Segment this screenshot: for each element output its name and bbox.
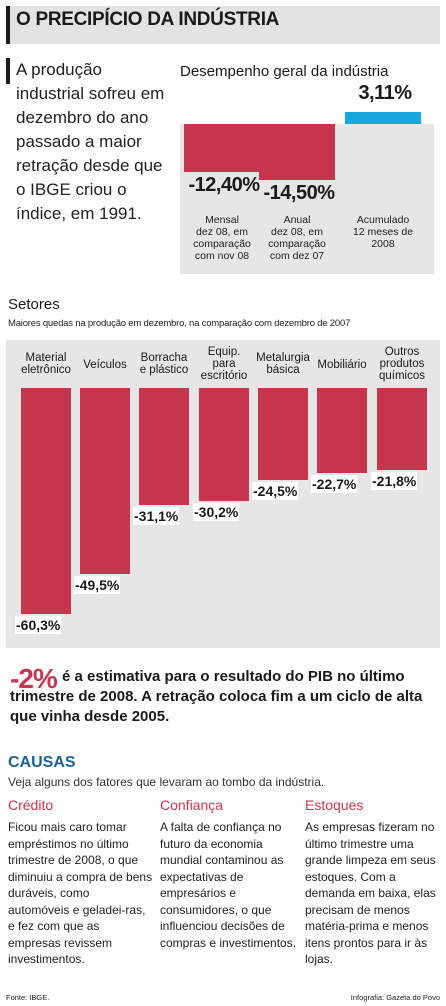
setores-category-line: Borracha [140, 352, 188, 364]
setores-category-4: Metalurgia básica [253, 352, 313, 376]
desempenho-bar-0 [184, 124, 260, 172]
desempenho-category-1: Anual dez 08, em comparação com dez 07 [259, 214, 335, 262]
causa-confianca-title: Confiança [160, 797, 224, 813]
setores-category-line: Mobiliário [317, 359, 367, 371]
intro-accent-bar [6, 58, 10, 84]
setores-category-line: Material [25, 352, 67, 364]
setores-value-5: -22,7% [311, 475, 358, 494]
setores-value-3: -30,2% [193, 503, 240, 522]
setores-category-line: e plástico [139, 364, 189, 376]
setores-chart-subtitle: Maiores quedas na produção em dezembro, … [8, 318, 351, 329]
desempenho-category-line: 12 meses de [352, 226, 414, 238]
setores-value-2: -31,1% [133, 506, 180, 525]
setores-value-6: -21,8% [371, 471, 418, 490]
setores-bar-5 [317, 388, 367, 474]
setores-category-line: eletrônico [21, 364, 71, 376]
setores-category-line: Equip. [207, 346, 241, 358]
setores-bar-2 [139, 388, 189, 505]
pib-number: -2% [10, 663, 58, 694]
causa-estoques-title: Estoques [305, 797, 364, 813]
setores-bar-6 [377, 388, 427, 470]
setores-value-4: -24,5% [252, 481, 299, 500]
setores-category-line: escritório [200, 370, 248, 382]
setores-value-1: -49,5% [74, 575, 121, 594]
causa-credito-title: Crédito [8, 797, 54, 813]
desempenho-chart-title: Desempenho geral da indústria [180, 63, 389, 80]
setores-category-0: Material eletrônico [16, 352, 76, 376]
intro-text: A produção industrial sofreu em dezembro… [16, 60, 165, 223]
desempenho-category-0: Mensal dez 08, em comparação com nov 08 [184, 214, 260, 262]
desempenho-category-line: comparação [193, 238, 251, 250]
causa-credito-text: Ficou mais caro tomar empréstimos no últ… [8, 820, 153, 966]
desempenho-value-1: -14,50% [263, 182, 336, 204]
desempenho-category-line: comparação [268, 238, 326, 250]
desempenho-category-line: com nov 08 [194, 250, 250, 262]
desempenho-value-0: -12,40% [188, 173, 261, 196]
setores-category-1: Veículos [75, 359, 135, 371]
setores-category-2: Borracha e plástico [134, 352, 194, 376]
desempenho-category-line: dez 08, em [196, 226, 248, 238]
setores-category-line: básica [266, 364, 300, 376]
causas-subtitle: Veja alguns dos fatores que levaram ao t… [8, 775, 325, 789]
desempenho-category-line: Anual [283, 214, 311, 226]
pib-sentence: é a estimativa para o resultado do PIB n… [10, 668, 423, 725]
desempenho-category-line: com dez 07 [269, 250, 325, 262]
causa-confianca-text: A falta de confiança no futuro da econom… [160, 820, 297, 950]
source-note: Fonte: IBGE. [6, 993, 50, 1002]
desempenho-category-line: Acumulado [356, 214, 410, 226]
setores-bar-1 [80, 388, 130, 574]
setores-bar-4 [258, 388, 308, 480]
desempenho-bar-2 [345, 111, 421, 124]
causas-title: CAUSAS [8, 754, 76, 771]
setores-category-line: Outros [384, 346, 420, 358]
desempenho-category-line: Mensal [205, 214, 239, 226]
title-bar [6, 6, 440, 44]
desempenho-category-line: 2008 [371, 238, 395, 250]
desempenho-category-line: dez 08, em [271, 226, 323, 238]
desempenho-value-2: 3,11% [358, 81, 412, 104]
setores-category-line: para [212, 358, 236, 370]
setores-category-line: químicos [378, 370, 426, 382]
causa-estoques-text: As empresas fizeram no último trimestre … [305, 820, 436, 966]
setores-category-3: Equip. para escritório [194, 346, 254, 382]
setores-bar-0 [21, 388, 71, 614]
pib-text: é a estimativa para o resultado do PIB n… [10, 667, 440, 727]
setores-category-line: Metalurgia [256, 352, 310, 364]
setores-value-0: -60,3% [15, 616, 62, 634]
setores-chart-title: Setores [8, 296, 60, 313]
setores-category-5: Mobiliário [312, 359, 372, 371]
credit-note: Infografia: Gazeta do Povo [350, 993, 440, 1002]
setores-category-6: Outros produtos químicos [372, 346, 432, 382]
desempenho-bar-1 [259, 124, 335, 180]
desempenho-category-2: Acumulado 12 meses de 2008 [345, 214, 421, 250]
setores-category-line: Veículos [83, 359, 127, 371]
setores-category-line: produtos [379, 358, 425, 370]
setores-bar-3 [199, 388, 249, 502]
page-title: O PRECIPÍCIO DA INDÚSTRIA [16, 9, 280, 30]
